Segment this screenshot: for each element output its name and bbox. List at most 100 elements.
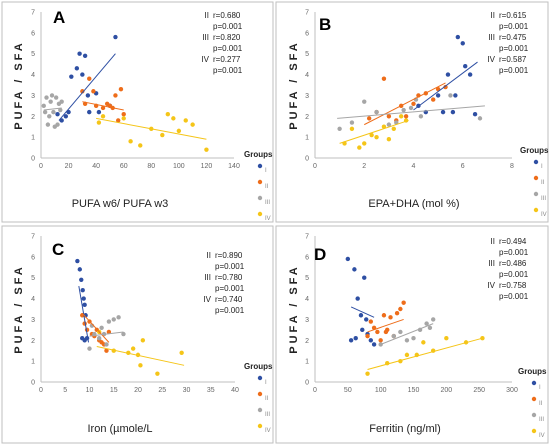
- x-tick-label: 80: [147, 163, 155, 170]
- data-point-group-ii: [91, 89, 96, 94]
- y-tick-label: 6: [305, 30, 309, 37]
- data-point-group-i: [460, 41, 465, 46]
- y-tick-label: 6: [31, 254, 35, 261]
- data-point-group-ii: [411, 101, 416, 106]
- data-point-group-iii: [391, 333, 396, 339]
- y-tick-label: 7: [31, 234, 35, 241]
- data-point-group-i: [455, 34, 461, 40]
- y-axis-label: PUFA / SFA: [288, 264, 300, 354]
- data-point-group-iii: [408, 105, 414, 111]
- data-point-group-ii: [394, 310, 400, 316]
- data-point-group-iv: [96, 120, 102, 125]
- y-axis-label: PUFA / SFA: [13, 40, 25, 130]
- y-tick-label: 7: [31, 10, 35, 17]
- legend-marker-ii: [257, 179, 263, 185]
- x-tick-label: 10: [86, 387, 94, 394]
- data-point-group-iii: [42, 109, 48, 115]
- y-tick-label: 5: [31, 275, 35, 282]
- y-tick-label: 0: [31, 380, 35, 387]
- data-point-group-i: [113, 34, 118, 40]
- y-tick-label: 1: [305, 135, 309, 142]
- panel-d-frame: [275, 225, 549, 444]
- panel-b: 0 2 4 6 8 0 1 2 3 4 5 6 7 PUFA / SFA EPA+DHA (mol %) B I…: [275, 1, 549, 223]
- data-point-group-iii: [58, 107, 63, 113]
- legend-marker-iv: [531, 428, 537, 434]
- data-point-group-ii: [368, 319, 374, 324]
- data-point-group-i: [75, 258, 80, 264]
- y-tick-label: 4: [31, 72, 35, 79]
- x-tick-label: 2: [362, 163, 366, 170]
- data-point-group-iv: [386, 137, 392, 142]
- stat-r-value: r=0.740: [215, 295, 243, 304]
- data-point-group-i: [352, 267, 357, 272]
- y-tick-label: 5: [305, 275, 309, 282]
- legend-label-iii: III: [265, 412, 270, 418]
- legend-label-iii: III: [539, 417, 544, 423]
- x-tick-label: 25: [158, 387, 166, 394]
- y-tick-label: 2: [305, 338, 309, 345]
- data-point-group-iii: [48, 99, 53, 104]
- data-point-group-iv: [190, 122, 195, 127]
- legend-marker-iii: [533, 191, 539, 197]
- panel-c-frame: [1, 225, 274, 444]
- data-point-group-iv: [179, 350, 184, 355]
- data-point-group-i: [453, 93, 458, 98]
- data-point-group-ii: [381, 313, 387, 318]
- data-point-group-iii: [362, 99, 367, 104]
- stat-p-value: p=0.001: [215, 284, 245, 293]
- data-point-group-iii: [386, 122, 392, 127]
- legend-marker-iii: [531, 412, 537, 418]
- data-point-group-iii: [477, 116, 483, 121]
- y-tick-label: 1: [31, 359, 35, 366]
- stat-group-label: III: [488, 259, 495, 268]
- data-point-group-iii: [374, 109, 379, 115]
- data-point-group-iii: [404, 338, 410, 343]
- x-tick-label: 40: [231, 387, 239, 394]
- data-point-group-iv: [183, 118, 188, 123]
- stat-r-value: r=0.758: [499, 281, 527, 290]
- y-tick-label: 6: [305, 254, 309, 261]
- stat-r-value: r=0.615: [499, 11, 527, 20]
- data-point-group-iii: [55, 122, 60, 127]
- data-point-group-iv: [128, 139, 133, 144]
- data-point-group-ii: [121, 112, 126, 117]
- stat-p-value: p=0.001: [215, 262, 245, 271]
- x-tick-label: 8: [510, 163, 514, 170]
- data-point-group-iv: [391, 126, 396, 131]
- stat-p-value: p=0.001: [499, 22, 529, 31]
- data-point-group-ii: [118, 86, 124, 92]
- y-axis-label: PUFA / SFA: [288, 40, 300, 130]
- stat-group-label: II: [491, 237, 495, 246]
- data-point-group-iii: [97, 336, 102, 341]
- data-point-group-iii: [349, 120, 355, 125]
- stat-group-label: IV: [487, 55, 495, 64]
- trend-line-group-iii: [337, 105, 485, 119]
- data-point-group-ii: [365, 333, 370, 339]
- stat-p-value: p=0.001: [499, 270, 529, 279]
- stat-r-value: r=0.890: [215, 251, 243, 260]
- data-point-group-iv: [140, 338, 146, 343]
- trend-line-group-ii: [82, 101, 124, 111]
- x-tick-label: 140: [228, 163, 240, 170]
- stat-r-value: r=0.820: [213, 33, 241, 42]
- data-point-group-i: [358, 313, 364, 318]
- data-point-group-iv: [100, 114, 106, 119]
- data-point-group-iii: [116, 315, 121, 320]
- data-point-group-iv: [165, 112, 171, 117]
- data-point-group-iv: [362, 141, 367, 146]
- trend-line-group-iii: [89, 331, 124, 337]
- trend-line-group-i: [350, 306, 375, 318]
- x-tick-label: 60: [120, 163, 128, 170]
- trend-line-group-i: [413, 61, 478, 111]
- data-point-group-ii: [113, 93, 118, 98]
- data-point-group-i: [355, 296, 360, 301]
- trend-line-group-iv: [367, 337, 483, 370]
- data-point-group-i: [59, 118, 64, 123]
- y-tick-label: 2: [31, 338, 35, 345]
- data-point-group-iv: [204, 147, 209, 152]
- stat-r-value: r=0.494: [499, 237, 527, 246]
- data-point-group-ii: [366, 116, 372, 121]
- data-point-group-iii: [99, 325, 104, 330]
- stat-group-label: IV: [201, 55, 209, 64]
- data-point-group-ii: [80, 89, 85, 94]
